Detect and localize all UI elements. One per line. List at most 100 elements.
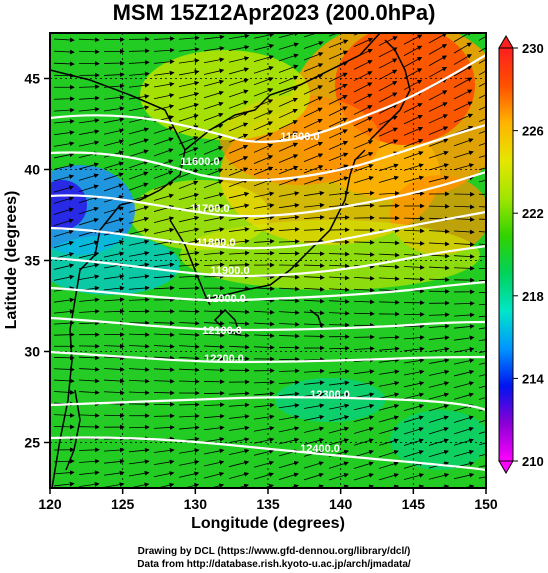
wind-vector (478, 155, 486, 158)
wind-vector (378, 92, 398, 103)
wind-vector (328, 472, 349, 481)
wind-vector (78, 309, 100, 314)
wind-vector (353, 93, 373, 104)
wind-vector (228, 144, 249, 154)
wind-vector (228, 402, 250, 408)
wind-vector (403, 79, 423, 91)
wind-vector (228, 227, 250, 232)
wind-vector (128, 182, 149, 191)
wind-vector (103, 206, 124, 214)
wind-vector (428, 66, 448, 78)
wind-vector (453, 54, 472, 65)
wind-vector (103, 106, 125, 112)
wind-vector (253, 226, 275, 232)
wind-vector (228, 191, 250, 199)
wind-vector (278, 191, 300, 197)
height-contour (50, 210, 486, 250)
wind-vector (203, 227, 225, 233)
wind-vector (178, 147, 199, 156)
wind-vector (203, 101, 224, 110)
wind-vector (453, 426, 474, 435)
wind-vector (303, 380, 325, 386)
wind-vector (103, 285, 125, 291)
wind-vector (313, 484, 324, 488)
wind-vector (403, 138, 424, 148)
wind-vector (478, 206, 486, 208)
colorbar-tick-label: 222 (522, 206, 544, 221)
wind-vector (453, 381, 475, 389)
wind-vector (353, 415, 375, 423)
y-tick-label: 25 (24, 435, 40, 451)
wind-vector (353, 82, 373, 93)
wind-vector (78, 140, 100, 147)
wind-vector (228, 344, 250, 350)
wind-vector (78, 481, 100, 488)
wind-vector (103, 482, 125, 488)
wind-vector (303, 357, 325, 363)
colorbar-tick-label: 230 (522, 41, 544, 56)
wind-vector (278, 333, 300, 339)
wind-vector (228, 391, 250, 396)
wind-vector (303, 391, 325, 397)
wind-vector (228, 203, 250, 210)
wind-vector (428, 229, 450, 234)
wind-vector (253, 88, 274, 97)
wind-vector (178, 344, 200, 350)
wind-vector (53, 297, 75, 303)
wind-vector (278, 472, 299, 480)
wind-vector (128, 105, 150, 112)
wind-vector (128, 149, 149, 158)
wind-vector (478, 47, 486, 53)
wind-vector (403, 151, 424, 160)
wind-vector (103, 297, 125, 303)
wind-vector (228, 460, 250, 468)
wind-vector (413, 484, 425, 488)
wind-vector (378, 203, 400, 209)
wind-vector (203, 79, 225, 87)
wind-vector (303, 85, 323, 95)
wind-vector (453, 163, 475, 171)
wind-vector (103, 470, 125, 476)
wind-vector (453, 449, 475, 457)
wind-vector (253, 166, 274, 176)
wind-vector (303, 414, 325, 421)
wind-vector (378, 426, 399, 435)
wind-vector (103, 378, 125, 384)
wind-vector (403, 392, 425, 400)
wind-vector (453, 392, 474, 400)
contour-label: 11900.0 (210, 265, 249, 277)
wind-vector (53, 229, 74, 238)
wind-vector (453, 65, 473, 77)
wind-vector (478, 218, 486, 220)
wind-vector (428, 175, 450, 183)
wind-vector (262, 484, 274, 488)
wind-vector (128, 71, 150, 77)
wind-vector (353, 240, 375, 245)
wind-vector (278, 154, 299, 163)
wind-vector (253, 155, 274, 164)
wind-vector (153, 227, 175, 235)
wind-vector (128, 378, 150, 384)
wind-vector (303, 438, 325, 445)
wind-vector (178, 169, 199, 178)
wind-vector (328, 190, 350, 196)
wind-vector (403, 369, 425, 376)
wind-vector (403, 114, 423, 125)
y-tick-label: 40 (24, 162, 40, 178)
wind-vector (228, 78, 249, 86)
x-tick-label: 125 (111, 496, 135, 512)
wind-vector (328, 152, 349, 162)
wind-vector (453, 89, 473, 100)
wind-vector (228, 45, 250, 51)
wind-vector (478, 315, 486, 318)
wind-vector (453, 113, 474, 123)
wind-vector (183, 483, 200, 488)
wind-vector (78, 240, 100, 248)
wind-vector (278, 86, 299, 96)
wind-vector (353, 287, 375, 293)
credit-drawing: Drawing by DCL (https://www.gfd-dennou.o… (137, 546, 411, 557)
wind-vector (53, 424, 75, 430)
wind-vector (228, 122, 249, 132)
wind-vector (478, 179, 486, 183)
wind-vector (303, 176, 324, 185)
